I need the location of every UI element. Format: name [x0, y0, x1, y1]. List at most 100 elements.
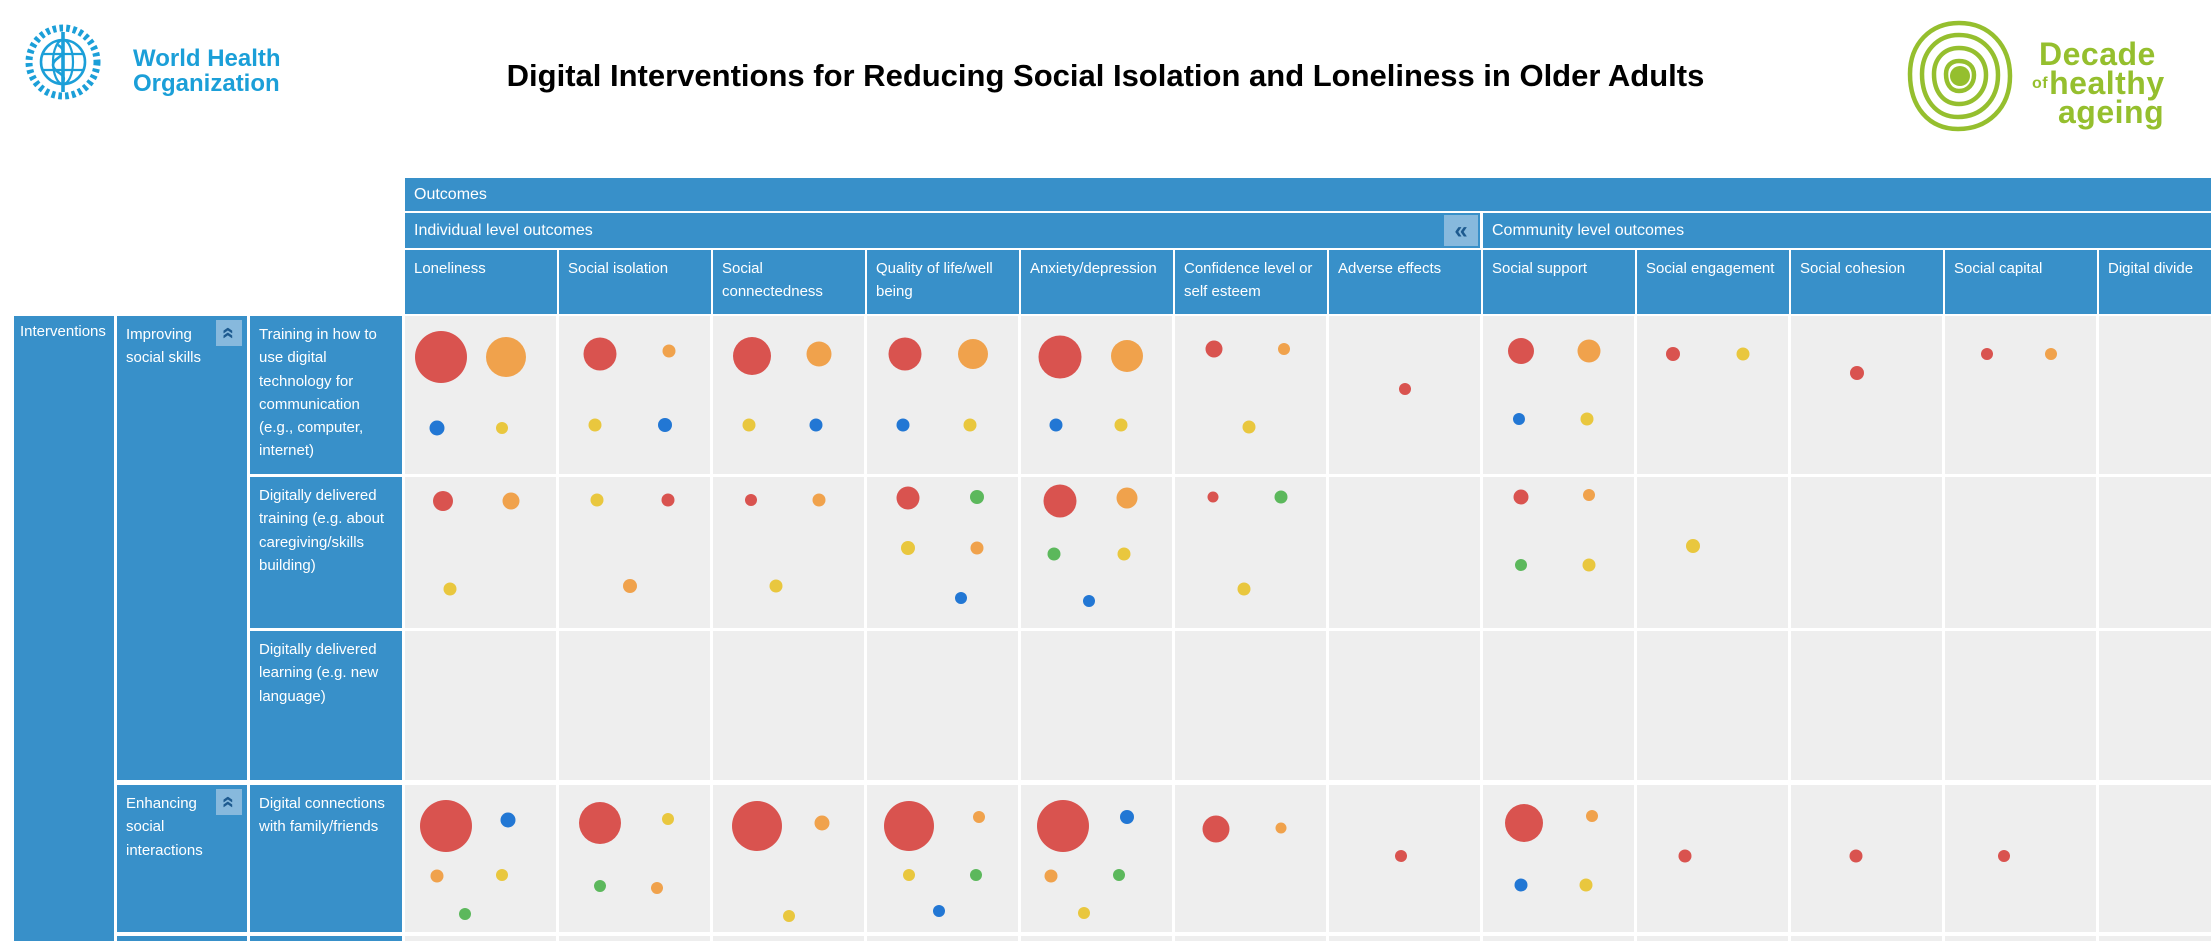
bubble-green[interactable]	[1514, 558, 1527, 571]
bubble-green[interactable]	[969, 868, 982, 881]
bubble-red[interactable]	[432, 491, 453, 512]
bubble-yellow[interactable]	[1117, 547, 1131, 561]
bubble-yellow[interactable]	[963, 418, 977, 432]
bubble-red[interactable]	[578, 802, 621, 845]
bubble-green[interactable]	[1113, 868, 1126, 881]
bubble-yellow[interactable]	[495, 422, 508, 435]
bubble-yellow[interactable]	[769, 579, 783, 593]
bubble-green[interactable]	[459, 908, 472, 921]
bubble-red[interactable]	[1038, 335, 1082, 379]
collapse-row-group-button[interactable]: «	[216, 789, 242, 815]
grid-cell-confidence-self-esteem	[1175, 631, 1326, 780]
bubble-red[interactable]	[1205, 340, 1223, 358]
grid-cell-confidence-self-esteem	[1175, 316, 1326, 474]
bubble-red[interactable]	[1398, 382, 1411, 395]
bubble-red[interactable]	[1850, 365, 1865, 380]
bubble-red[interactable]	[1666, 346, 1681, 361]
bubble-blue[interactable]	[954, 591, 967, 604]
bubble-red[interactable]	[884, 801, 935, 852]
bubble-green[interactable]	[1047, 547, 1061, 561]
bubble-orange[interactable]	[502, 492, 520, 510]
bubble-orange[interactable]	[1110, 339, 1143, 372]
bubble-red[interactable]	[1513, 489, 1529, 505]
bubble-orange[interactable]	[651, 881, 664, 894]
bubble-red[interactable]	[1043, 484, 1077, 518]
bubble-red[interactable]	[1981, 347, 1994, 360]
bubble-red[interactable]	[583, 337, 617, 371]
bubble-red[interactable]	[419, 800, 472, 853]
bubble-red[interactable]	[731, 801, 782, 852]
bubble-orange[interactable]	[622, 578, 637, 593]
bubble-yellow[interactable]	[1078, 906, 1091, 919]
bubble-red[interactable]	[1202, 815, 1230, 843]
bubble-red[interactable]	[896, 486, 920, 510]
bubble-orange[interactable]	[2044, 347, 2057, 360]
bubble-orange[interactable]	[430, 869, 444, 883]
bubble-orange[interactable]	[1275, 822, 1287, 834]
bubble-yellow[interactable]	[900, 540, 915, 555]
bubble-orange[interactable]	[1044, 869, 1058, 883]
bubble-blue[interactable]	[1514, 878, 1528, 892]
bubble-blue[interactable]	[1513, 412, 1526, 425]
bubble-blue[interactable]	[500, 812, 516, 828]
bubble-red[interactable]	[744, 493, 757, 506]
bubble-yellow[interactable]	[1736, 347, 1750, 361]
bubble-blue[interactable]	[1082, 594, 1095, 607]
bubble-red[interactable]	[1037, 800, 1090, 853]
bubble-blue[interactable]	[809, 418, 823, 432]
bubble-blue[interactable]	[896, 418, 910, 432]
bubble-orange[interactable]	[972, 811, 985, 824]
bubble-yellow[interactable]	[661, 812, 674, 825]
bubble-red[interactable]	[1507, 337, 1534, 364]
grid-cell-adverse-effects	[1329, 316, 1480, 474]
bubble-orange[interactable]	[1116, 487, 1138, 509]
bubble-yellow[interactable]	[1114, 418, 1128, 432]
bubble-red[interactable]	[1849, 849, 1863, 863]
bubble-red[interactable]	[1997, 849, 2010, 862]
bubble-red[interactable]	[1207, 491, 1219, 503]
bubble-orange[interactable]	[486, 337, 527, 378]
bubble-orange[interactable]	[970, 541, 984, 555]
decade-text-line2: ofhealthy	[2032, 65, 2165, 101]
bubble-blue[interactable]	[1119, 810, 1134, 825]
bubble-yellow[interactable]	[495, 868, 508, 881]
bubble-yellow[interactable]	[1242, 420, 1256, 434]
bubble-blue[interactable]	[933, 905, 946, 918]
bubble-blue[interactable]	[429, 420, 445, 436]
bubble-red[interactable]	[661, 493, 675, 507]
bubble-red[interactable]	[1678, 849, 1692, 863]
collapse-individual-outcomes-button[interactable]: «	[1444, 215, 1478, 246]
bubble-yellow[interactable]	[742, 418, 756, 432]
bubble-green[interactable]	[970, 489, 985, 504]
bubble-orange[interactable]	[1585, 809, 1598, 822]
bubble-orange[interactable]	[1277, 343, 1290, 356]
bubble-yellow[interactable]	[1685, 539, 1700, 554]
bubble-orange[interactable]	[814, 815, 830, 831]
bubble-yellow[interactable]	[903, 868, 916, 881]
bubble-red[interactable]	[888, 337, 922, 371]
bubble-yellow[interactable]	[1237, 582, 1251, 596]
bubble-yellow[interactable]	[1579, 878, 1593, 892]
bubble-green[interactable]	[1274, 490, 1288, 504]
collapse-row-group-button[interactable]: «	[216, 320, 242, 346]
bubble-orange[interactable]	[957, 338, 988, 369]
bubble-yellow[interactable]	[1582, 558, 1596, 572]
bubble-blue[interactable]	[657, 418, 672, 433]
bubble-red[interactable]	[1504, 804, 1543, 843]
bubble-yellow[interactable]	[1580, 412, 1594, 426]
bubble-yellow[interactable]	[443, 582, 457, 596]
bubble-orange[interactable]	[1582, 489, 1595, 502]
bubble-green[interactable]	[593, 880, 606, 893]
community-outcomes-header: Community level outcomes	[1483, 213, 2211, 248]
bubble-orange[interactable]	[1577, 339, 1601, 363]
bubble-red[interactable]	[733, 336, 772, 375]
bubble-yellow[interactable]	[588, 418, 602, 432]
bubble-red[interactable]	[415, 331, 468, 384]
bubble-orange[interactable]	[812, 493, 826, 507]
bubble-orange[interactable]	[806, 341, 832, 367]
bubble-red[interactable]	[1395, 849, 1408, 862]
bubble-yellow[interactable]	[782, 909, 795, 922]
bubble-yellow[interactable]	[590, 493, 604, 507]
bubble-blue[interactable]	[1049, 418, 1063, 432]
bubble-orange[interactable]	[662, 344, 676, 358]
